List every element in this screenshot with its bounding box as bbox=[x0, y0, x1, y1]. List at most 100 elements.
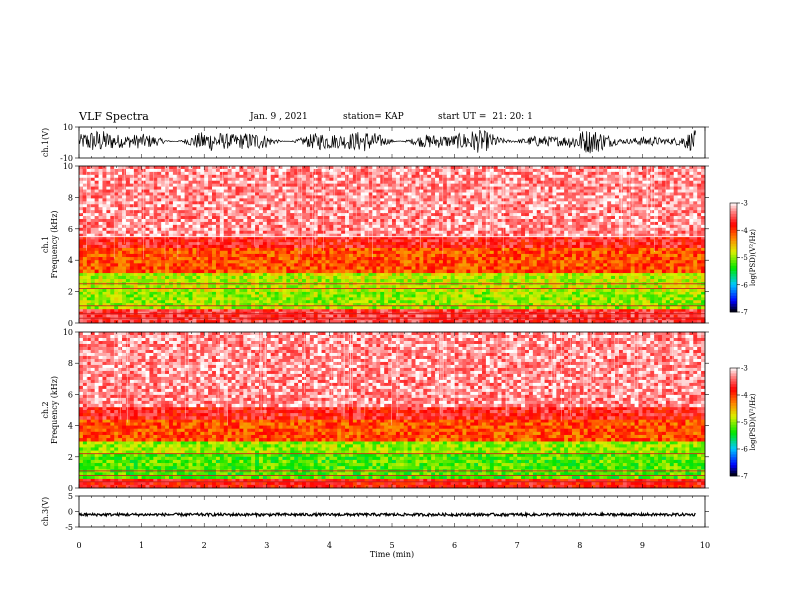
spectrogram-cell bbox=[235, 272, 240, 277]
spectrogram-cell bbox=[497, 266, 502, 270]
spectrogram-cell bbox=[646, 308, 651, 312]
spectrogram-cell bbox=[462, 291, 467, 295]
spectrogram-cell bbox=[560, 247, 565, 252]
spectrogram-cell bbox=[423, 239, 428, 243]
spectrogram-cell bbox=[227, 266, 232, 270]
spectrogram-cell bbox=[661, 272, 667, 277]
spectrogram-cell bbox=[106, 305, 111, 310]
spectrogram-cell bbox=[548, 294, 553, 298]
spectrogram-cell bbox=[82, 253, 88, 258]
spectrogram-cell bbox=[407, 242, 412, 246]
spectrogram-cell bbox=[697, 317, 702, 321]
spectrogram-cell bbox=[341, 168, 346, 173]
spectrogram-cell bbox=[352, 308, 358, 312]
spectrogram-cell bbox=[693, 308, 698, 312]
spectrogram-cell bbox=[411, 260, 416, 264]
spectrogram-cell bbox=[419, 247, 424, 252]
spectrogram-cell bbox=[129, 308, 135, 312]
spectrogram-cell bbox=[466, 247, 471, 252]
spectrogram-cell bbox=[294, 317, 299, 321]
spectrogram-cell bbox=[196, 260, 201, 264]
spectrogram-cell bbox=[575, 317, 581, 321]
spectrogram-cell bbox=[458, 288, 463, 292]
spectrogram-cell bbox=[478, 317, 483, 321]
spectrogram-cell bbox=[556, 288, 561, 292]
spectrogram-cell bbox=[356, 166, 361, 170]
spectrogram-cell bbox=[435, 297, 440, 301]
spectrogram-cell bbox=[294, 294, 299, 298]
spectrogram-cell bbox=[399, 275, 405, 280]
spectrogram-cell bbox=[564, 297, 569, 301]
spectrogram-cell bbox=[145, 236, 150, 240]
spectrogram-cell bbox=[157, 244, 162, 248]
spectrogram-cell bbox=[133, 247, 138, 252]
spectrogram-cell bbox=[626, 285, 631, 289]
spectrogram-cell bbox=[579, 294, 585, 298]
spectrogram-cell bbox=[90, 166, 95, 170]
spectrogram-cell bbox=[403, 166, 408, 170]
spectrogram-cell bbox=[118, 269, 123, 274]
spectrogram-cell bbox=[110, 269, 115, 274]
spectrogram-cell bbox=[204, 239, 209, 243]
spectrogram-cell bbox=[552, 294, 557, 298]
spectrogram-cell bbox=[341, 314, 346, 318]
spectrogram-cell bbox=[106, 320, 111, 324]
spectrogram-cell bbox=[145, 166, 150, 170]
spectrogram-cell bbox=[153, 317, 158, 321]
spectrogram-cell bbox=[532, 272, 538, 277]
spectrogram-cell bbox=[411, 285, 416, 289]
spectrogram-cell bbox=[493, 239, 498, 243]
spectrogram-cell bbox=[517, 253, 522, 258]
spectrogram-cell bbox=[313, 297, 318, 301]
spectrogram-cell bbox=[556, 305, 561, 310]
spectrogram-cell bbox=[489, 317, 495, 321]
spectrogram-cell bbox=[200, 275, 205, 280]
spectrogram-cell bbox=[642, 279, 647, 283]
spectrogram-cell bbox=[204, 236, 209, 240]
spectrogram-cell bbox=[611, 239, 616, 243]
spectrogram-cell bbox=[528, 247, 534, 252]
spectrogram-cell bbox=[513, 300, 518, 304]
spectrogram-cell bbox=[435, 272, 440, 277]
spectrogram-cell bbox=[102, 253, 107, 258]
spectrogram-cell bbox=[544, 260, 549, 264]
spectrogram-cell bbox=[564, 308, 569, 312]
spectrogram-cell bbox=[337, 257, 342, 261]
spectrogram-cell bbox=[180, 247, 185, 252]
spectrogram-cell bbox=[548, 239, 553, 243]
spectrogram-cell bbox=[243, 272, 248, 277]
spectrogram-cell bbox=[618, 317, 624, 321]
spectrogram-cell bbox=[630, 242, 635, 246]
spectrogram-cell bbox=[446, 236, 451, 240]
spectrogram-cell bbox=[200, 297, 205, 301]
spectrogram-cell bbox=[317, 294, 322, 298]
spectrogram-cell bbox=[368, 244, 373, 248]
spectrogram-cell bbox=[333, 266, 338, 270]
spectrogram-cell bbox=[599, 250, 604, 255]
spectrogram-cell bbox=[481, 263, 487, 267]
spectrogram-cell bbox=[513, 244, 518, 248]
spectrogram-cell bbox=[552, 317, 557, 321]
spectrogram-cell bbox=[345, 285, 350, 289]
spectrogram-cell bbox=[435, 285, 440, 289]
spectrogram-cell bbox=[168, 236, 174, 240]
spectrogram-cell bbox=[192, 285, 197, 289]
spectrogram-cell bbox=[454, 297, 459, 301]
spectrogram-cell bbox=[478, 305, 483, 310]
spectrogram-cell bbox=[372, 168, 377, 173]
spectrogram-cell bbox=[204, 300, 209, 304]
spectrogram-cell bbox=[278, 250, 283, 255]
spectrogram-cell bbox=[603, 305, 608, 310]
spectrogram-cell bbox=[356, 317, 361, 321]
spectrogram-cell bbox=[329, 288, 334, 292]
spectrogram-cell bbox=[513, 269, 518, 274]
spectrogram-cell bbox=[442, 305, 448, 310]
spectrogram-cell bbox=[239, 242, 244, 246]
spectrogram-cell bbox=[106, 247, 111, 252]
spectrogram-cell bbox=[348, 291, 354, 295]
spectrogram-cell bbox=[388, 260, 393, 264]
spectrogram-cell bbox=[258, 308, 264, 312]
spectrogram-cell bbox=[200, 166, 205, 170]
spectrogram-cell bbox=[255, 294, 260, 298]
spectrogram-cell bbox=[528, 300, 534, 304]
